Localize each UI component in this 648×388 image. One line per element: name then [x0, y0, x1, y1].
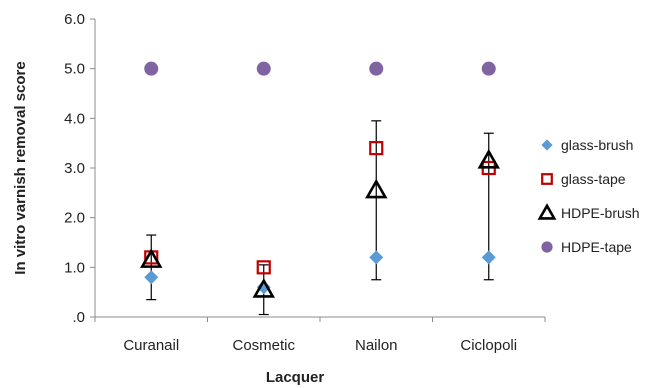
- y-tick-label: 1.0: [64, 259, 85, 276]
- y-tick-label: 3.0: [64, 160, 85, 177]
- y-tick-label: 4.0: [64, 110, 85, 127]
- legend-label: HDPE-brush: [561, 205, 640, 221]
- data-markers: [140, 61, 500, 298]
- data-point-hdpe-brush: [140, 248, 163, 268]
- data-point-glass-brush: [369, 250, 384, 265]
- data-point-hdpe-tape: [256, 61, 271, 76]
- y-axis-title: In vitro varnish removal score: [12, 61, 29, 274]
- axes: [94, 19, 545, 318]
- data-point-hdpe-tape: [369, 61, 384, 76]
- data-point-hdpe-tape: [481, 61, 496, 76]
- data-point-hdpe-tape: [144, 61, 159, 76]
- legend-marker-glass-tape: [541, 173, 553, 185]
- x-tick-label: Curanail: [123, 337, 179, 354]
- data-point-hdpe-brush: [252, 278, 275, 298]
- x-axis-title: Lacquer: [266, 369, 325, 386]
- data-point-glass-brush: [144, 270, 159, 285]
- x-tick-label: Cosmetic: [232, 337, 295, 354]
- data-point-hdpe-brush: [365, 178, 388, 199]
- y-tick-label: 2.0: [64, 210, 85, 227]
- data-point-glass-tape: [369, 141, 384, 156]
- legend-label: glass-brush: [561, 137, 633, 153]
- x-tick-label: Nailon: [355, 337, 398, 354]
- legend-marker-hdpe-tape: [541, 241, 553, 253]
- error-bars: [146, 120, 494, 316]
- legend: glass-brush glass-tape HDPE-brush HDPE-tape: [537, 137, 640, 255]
- data-point-glass-brush: [256, 280, 271, 295]
- x-ticks: Curanail Cosmetic Nailon Ciclopoli: [94, 317, 546, 354]
- data-point-hdpe-brush: [477, 148, 500, 169]
- legend-marker-hdpe-brush: [537, 203, 557, 220]
- x-tick-label: Ciclopoli: [460, 337, 517, 354]
- data-point-glass-brush: [481, 250, 496, 265]
- legend-marker-glass-brush: [541, 139, 553, 151]
- data-point-glass-tape: [256, 260, 271, 275]
- y-tick-label: 6.0: [64, 11, 85, 28]
- y-tick-label: 5.0: [64, 61, 85, 78]
- y-ticks: .0 1.0 2.0 3.0 4.0 5.0 6.0: [64, 11, 95, 326]
- legend-label: glass-tape: [561, 171, 626, 187]
- legend-label: HDPE-tape: [561, 239, 632, 255]
- y-tick-label: .0: [72, 309, 85, 326]
